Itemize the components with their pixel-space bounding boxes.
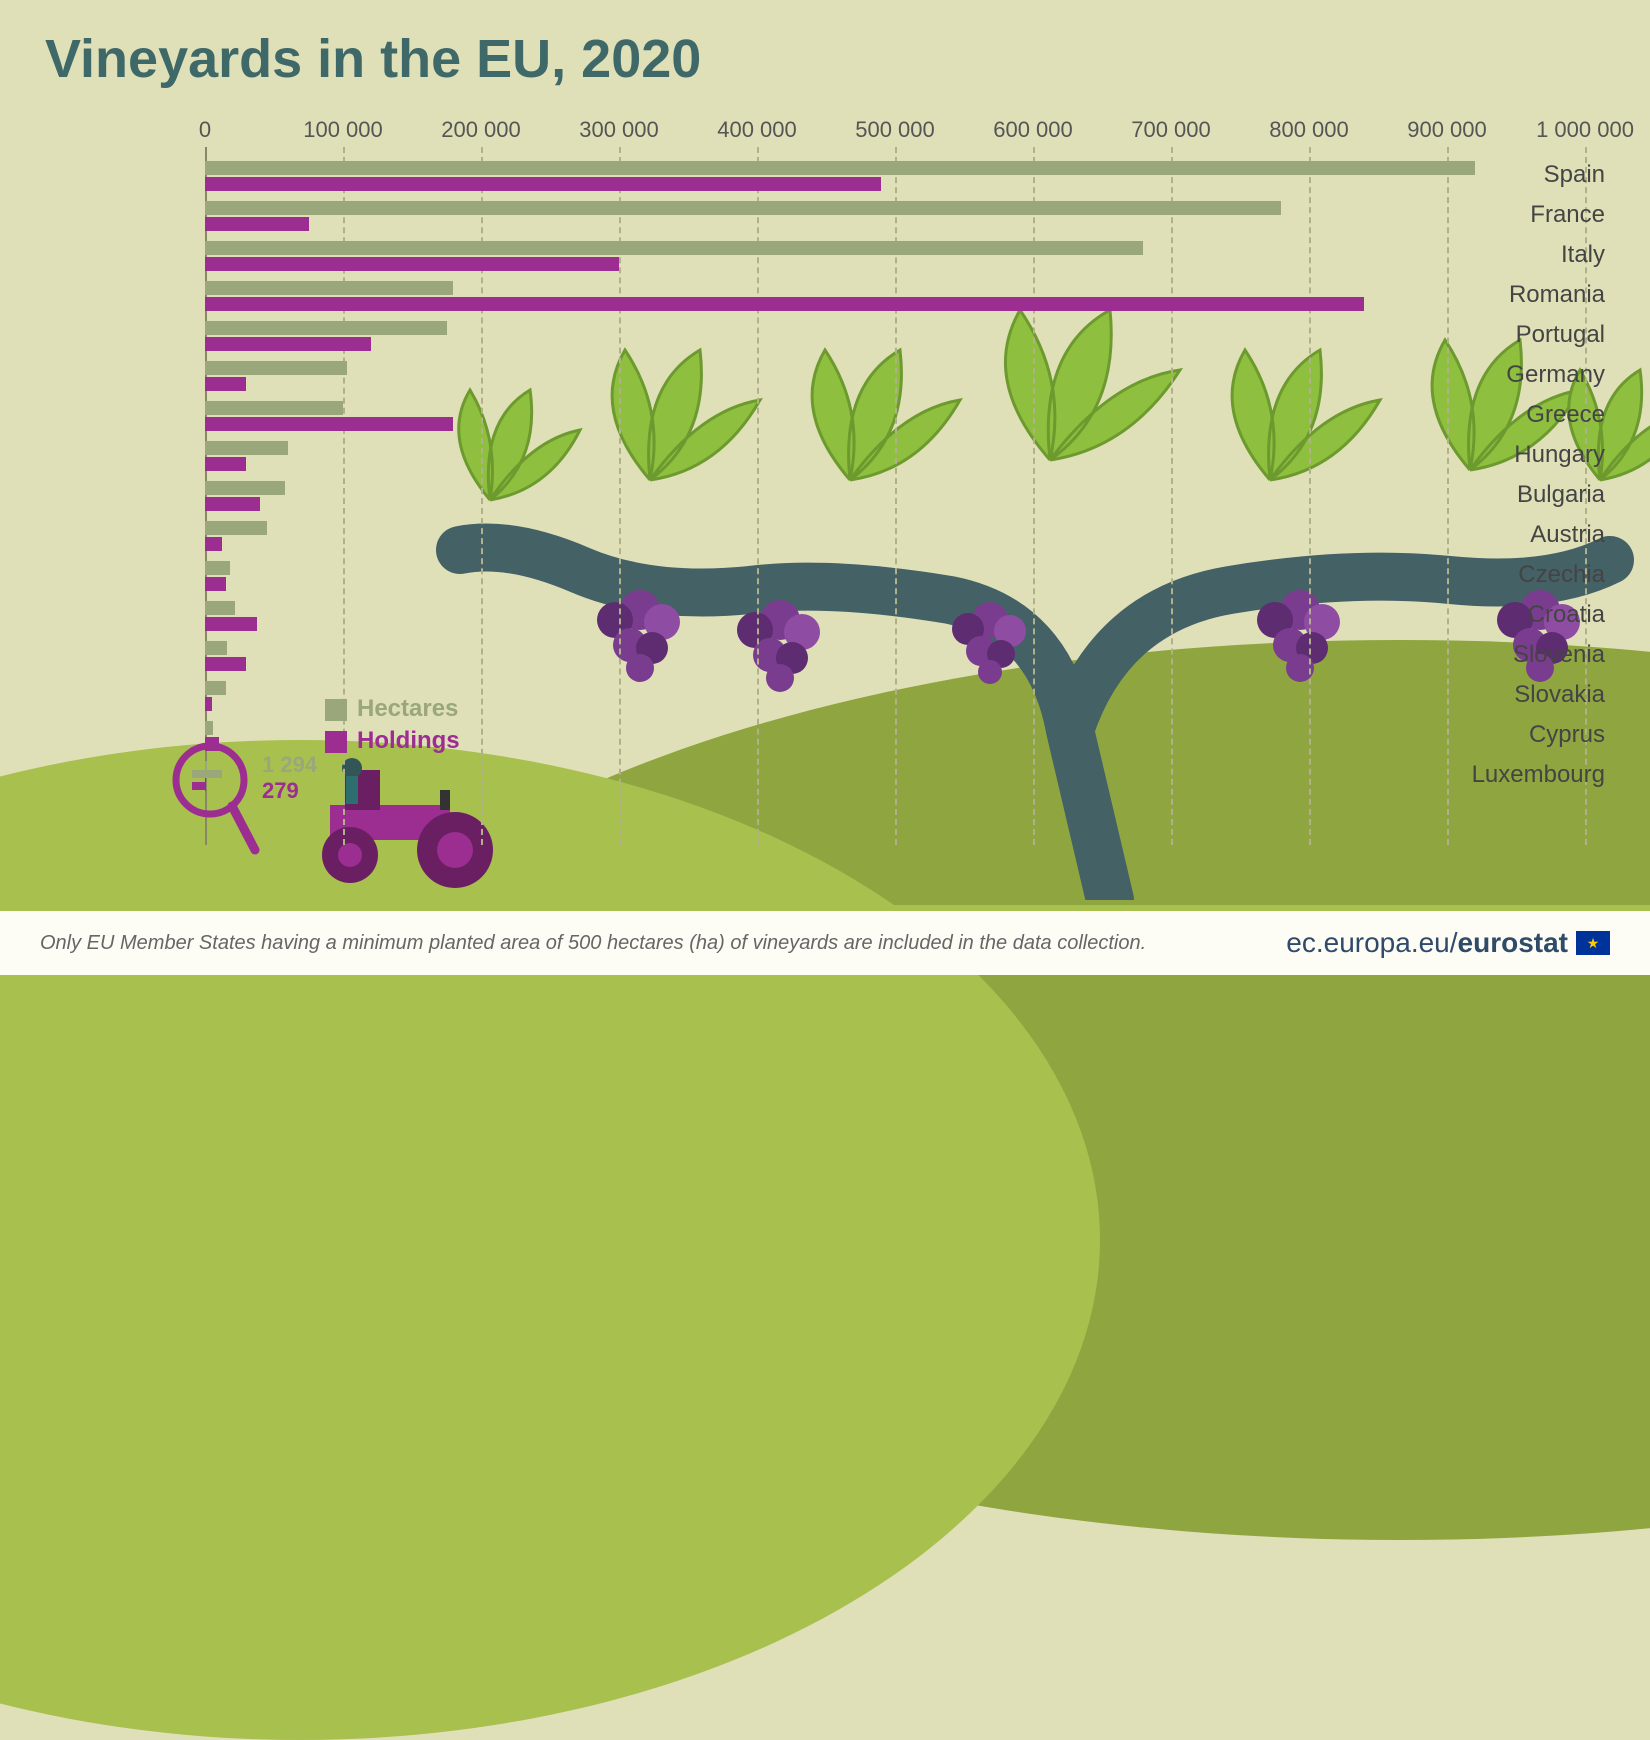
legend-swatch (325, 731, 347, 753)
bar-hectares (205, 721, 213, 735)
chart-row: Croatia (45, 595, 1605, 635)
bar-hectares (205, 681, 226, 695)
chart-row: Slovakia (45, 675, 1605, 715)
country-label: Luxembourg (1459, 761, 1605, 789)
bar-hectares (205, 561, 230, 575)
chart-row: Slovenia (45, 635, 1605, 675)
country-label: Cyprus (1459, 721, 1605, 749)
chart-row: Portugal (45, 315, 1605, 355)
x-tick-label: 900 000 (1407, 117, 1487, 143)
x-tick-label: 500 000 (855, 117, 935, 143)
bar-hectares (205, 441, 288, 455)
country-label: Austria (1459, 521, 1605, 549)
source-attribution: ec.europa.eu/eurostat ★ (1286, 927, 1610, 959)
bar-hectares (205, 281, 453, 295)
chart-row: Italy (45, 235, 1605, 275)
country-label: France (1459, 201, 1605, 229)
legend-label: Hectares (357, 695, 458, 722)
bar-hectares (205, 201, 1281, 215)
x-tick-label: 600 000 (993, 117, 1073, 143)
bar-holdings (205, 337, 371, 351)
chart-row: Germany (45, 355, 1605, 395)
legend: Hectares Holdings (325, 695, 460, 759)
bar-hectares (205, 481, 285, 495)
legend-item: Hectares (325, 695, 460, 723)
bar-holdings (205, 617, 257, 631)
bar-holdings (205, 697, 212, 711)
country-label: Portugal (1459, 321, 1605, 349)
bar-holdings (205, 257, 619, 271)
bar-hectares (205, 361, 347, 375)
source-prefix: ec.europa.eu/ (1286, 927, 1457, 959)
magnifier-hectares-value: 1 294 (262, 752, 317, 778)
bar-chart: 0 100 000 200 000 300 000 400 000 500 000 600 … (45, 115, 1605, 845)
x-tick-label: 100 000 (303, 117, 383, 143)
chart-row: Austria (45, 515, 1605, 555)
footer-bar: Only EU Member States having a minimum p… (0, 905, 1650, 975)
bar-holdings (205, 537, 222, 551)
chart-row: Romania (45, 275, 1605, 315)
country-label: Italy (1459, 241, 1605, 269)
country-label: Spain (1459, 161, 1605, 189)
x-tick-label: 200 000 (441, 117, 521, 143)
bar-holdings (205, 417, 453, 431)
bar-hectares (205, 241, 1143, 255)
bar-hectares (205, 601, 235, 615)
country-label: Czechia (1459, 561, 1605, 589)
country-label: Romania (1459, 281, 1605, 309)
bar-holdings (205, 577, 226, 591)
page-title: Vineyards in the EU, 2020 (45, 28, 701, 90)
x-tick-label: 1 000 000 (1536, 117, 1634, 143)
country-label: Slovenia (1459, 641, 1605, 669)
chart-row: Greece (45, 395, 1605, 435)
bar-holdings (205, 217, 309, 231)
country-label: Croatia (1459, 601, 1605, 629)
legend-label: Holdings (357, 727, 460, 754)
footnote-text: Only EU Member States having a minimum p… (40, 932, 1146, 955)
x-tick-label: 300 000 (579, 117, 659, 143)
legend-swatch (325, 699, 347, 721)
bar-holdings (205, 177, 881, 191)
x-tick-label: 700 000 (1131, 117, 1211, 143)
chart-row: Bulgaria (45, 475, 1605, 515)
country-label: Bulgaria (1459, 481, 1605, 509)
chart-row: France (45, 195, 1605, 235)
bar-hectares (205, 321, 447, 335)
bar-holdings (205, 457, 246, 471)
legend-item: Holdings (325, 727, 460, 755)
chart-row: Czechia (45, 555, 1605, 595)
country-label: Germany (1459, 361, 1605, 389)
bar-hectares (205, 401, 343, 415)
source-brand: eurostat (1458, 927, 1568, 959)
bar-holdings (205, 377, 246, 391)
bar-hectares (205, 641, 227, 655)
magnifier-icon (170, 740, 260, 860)
infographic-canvas: Vineyards in the EU, 2020 0 100 000 200 00… (0, 0, 1650, 975)
chart-row: Spain (45, 155, 1605, 195)
chart-row: Cyprus (45, 715, 1605, 755)
bar-hectares (205, 521, 267, 535)
x-tick-label: 400 000 (717, 117, 797, 143)
magnifier-holdings-value: 279 (262, 778, 299, 804)
country-label: Hungary (1459, 441, 1605, 469)
bar-holdings (205, 297, 1364, 311)
country-label: Slovakia (1459, 681, 1605, 709)
x-tick-label: 0 (199, 117, 211, 143)
bar-hectares (205, 161, 1475, 175)
eu-flag-icon: ★ (1576, 931, 1610, 955)
x-tick-label: 800 000 (1269, 117, 1349, 143)
country-label: Greece (1459, 401, 1605, 429)
chart-row: Hungary (45, 435, 1605, 475)
bar-holdings (205, 497, 260, 511)
bar-holdings (205, 657, 246, 671)
